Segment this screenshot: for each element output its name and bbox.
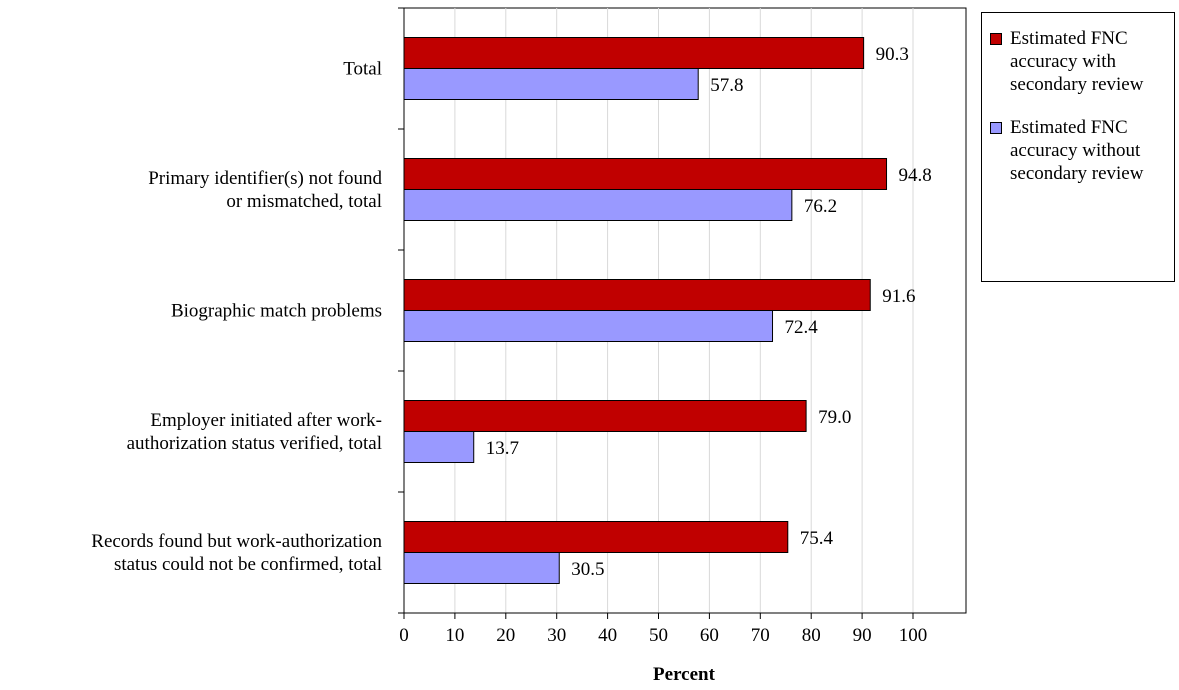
bar (403, 189, 793, 221)
data-label: 72.4 (785, 317, 819, 338)
x-tick-label: 0 (399, 625, 409, 646)
bar (403, 279, 871, 311)
legend-item-with-review: Estimated FNC accuracy with secondary re… (990, 27, 1168, 96)
bar (403, 431, 475, 463)
bar (403, 310, 774, 342)
category-label: Primary identifier(s) not found (148, 168, 382, 189)
bar (403, 521, 789, 553)
category-label: status could not be confirmed, total (114, 554, 382, 575)
x-tick-label: 50 (649, 625, 668, 646)
x-tick-label: 20 (496, 625, 515, 646)
x-tick-label: 60 (700, 625, 719, 646)
data-label: 75.4 (800, 528, 834, 549)
bar (403, 552, 560, 584)
data-label: 79.0 (818, 407, 851, 428)
legend-swatch-without-review (990, 122, 1002, 134)
data-label: 94.8 (899, 165, 932, 186)
category-label: or mismatched, total (226, 191, 382, 212)
data-label: 13.7 (486, 438, 519, 459)
x-tick-label: 90 (853, 625, 872, 646)
bar (403, 37, 865, 69)
legend-label-without-review: Estimated FNC accuracy without secondary… (1010, 117, 1144, 184)
category-label: Employer initiated after work- (150, 410, 382, 431)
legend-item-without-review: Estimated FNC accuracy without secondary… (990, 116, 1168, 185)
data-label: 90.3 (876, 44, 909, 65)
x-tick-label: 80 (802, 625, 821, 646)
x-tick-label: 100 (899, 625, 928, 646)
legend: Estimated FNC accuracy with secondary re… (981, 12, 1175, 282)
x-tick-label: 40 (598, 625, 617, 646)
category-label: Biographic match problems (171, 301, 382, 322)
x-tick-label: 10 (445, 625, 464, 646)
x-tick-label: 30 (547, 625, 566, 646)
category-label: Total (343, 59, 382, 80)
data-label: 57.8 (710, 75, 743, 96)
legend-label-with-review: Estimated FNC accuracy with secondary re… (1010, 28, 1144, 95)
data-label: 30.5 (571, 559, 604, 580)
legend-swatch-with-review (990, 33, 1002, 45)
category-label: authorization status verified, total (127, 433, 382, 454)
bar (403, 68, 699, 100)
bar (403, 158, 888, 190)
data-label: 76.2 (804, 196, 837, 217)
x-tick-label: 70 (751, 625, 770, 646)
x-axis-label: Percent (653, 664, 715, 685)
category-label: Records found but work-authorization (91, 531, 382, 552)
data-label: 91.6 (882, 286, 915, 307)
bar (403, 400, 807, 432)
